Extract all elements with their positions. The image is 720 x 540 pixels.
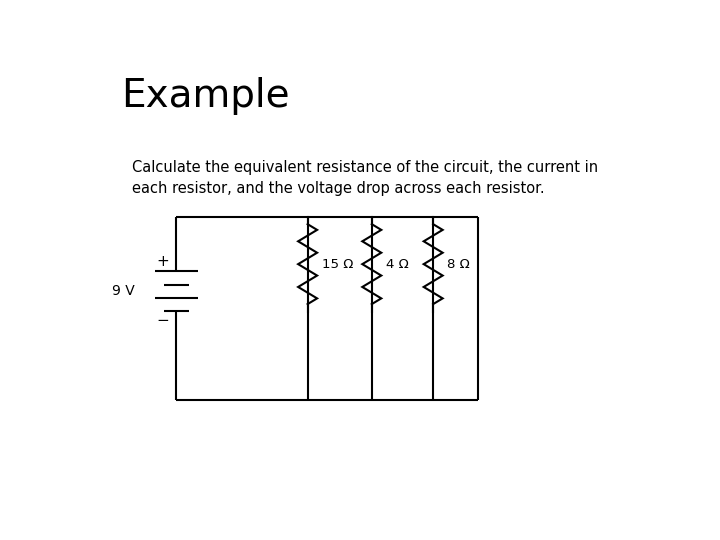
- Text: Calculate the equivalent resistance of the circuit, the current in
each resistor: Calculate the equivalent resistance of t…: [132, 160, 598, 197]
- Text: 9 V: 9 V: [112, 285, 135, 299]
- Text: Example: Example: [121, 77, 289, 115]
- Text: +: +: [156, 254, 169, 268]
- Text: 4 Ω: 4 Ω: [386, 258, 408, 271]
- Text: 15 Ω: 15 Ω: [322, 258, 353, 271]
- Text: −: −: [156, 313, 169, 328]
- Text: 8 Ω: 8 Ω: [447, 258, 470, 271]
